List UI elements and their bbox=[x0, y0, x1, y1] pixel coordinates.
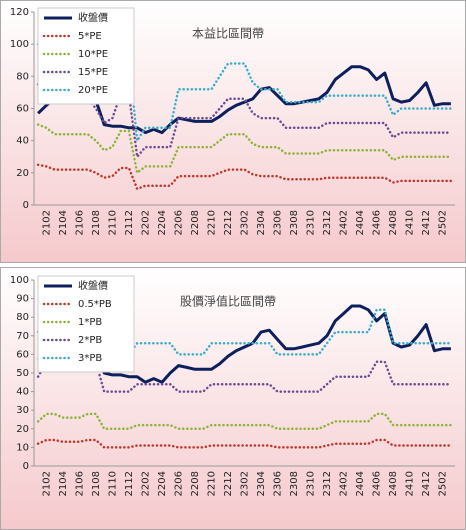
x-tick-label: 2406 bbox=[372, 471, 383, 496]
x-tick-label: 2404 bbox=[355, 210, 366, 235]
x-tick-label: 2412 bbox=[421, 471, 432, 496]
y-tick-label: 120 bbox=[10, 7, 29, 18]
series-line bbox=[36, 123, 453, 175]
x-tick-label: 2408 bbox=[388, 210, 399, 235]
y-tick-label: 80 bbox=[16, 71, 29, 82]
x-tick-label: 2402 bbox=[339, 210, 350, 235]
x-tick-label: 2310 bbox=[306, 210, 317, 235]
legend-label: 3*PB bbox=[78, 353, 102, 364]
legend-label: 5*PE bbox=[78, 31, 102, 42]
x-tick-label: 2306 bbox=[273, 471, 284, 496]
x-tick-label: 2404 bbox=[355, 471, 366, 496]
legend-label: 10*PE bbox=[78, 49, 108, 60]
y-tick-label: 0 bbox=[23, 200, 29, 211]
x-tick-label: 2304 bbox=[256, 210, 267, 235]
series-line bbox=[36, 412, 453, 431]
legend-box bbox=[37, 275, 135, 373]
x-tick-label: 2208 bbox=[190, 210, 201, 235]
legend-label: 收盤價 bbox=[78, 11, 108, 24]
x-tick-label: 2110 bbox=[107, 210, 118, 235]
y-tick-label: 80 bbox=[16, 312, 29, 323]
x-tick-label: 2112 bbox=[124, 471, 135, 496]
x-tick-label: 2212 bbox=[223, 210, 234, 235]
x-tick-label: 2106 bbox=[74, 210, 85, 235]
y-tick-label: 100 bbox=[10, 275, 29, 286]
y-tick-label: 60 bbox=[16, 104, 29, 115]
x-tick-label: 2206 bbox=[173, 471, 184, 496]
y-tick-label: 70 bbox=[16, 331, 29, 342]
chart-title: 股價淨值比區間帶 bbox=[180, 294, 276, 309]
x-tick-label: 2102 bbox=[41, 471, 52, 496]
y-tick-label: 0 bbox=[23, 461, 29, 472]
x-tick-label: 2104 bbox=[58, 471, 69, 496]
series-line bbox=[36, 83, 453, 159]
y-tick-label: 30 bbox=[16, 405, 29, 416]
x-tick-label: 2112 bbox=[124, 210, 135, 235]
legend-box bbox=[37, 7, 135, 105]
y-tick-label: 100 bbox=[10, 39, 29, 50]
x-tick-label: 2308 bbox=[289, 471, 300, 496]
y-tick-label: 60 bbox=[16, 349, 29, 360]
x-tick-label: 2306 bbox=[273, 210, 284, 235]
legend-label: 20*PE bbox=[78, 85, 108, 96]
legend-label: 0.5*PB bbox=[78, 299, 112, 310]
x-tick-label: 2402 bbox=[339, 471, 350, 496]
x-tick-label: 2102 bbox=[41, 210, 52, 235]
series-line bbox=[36, 360, 453, 393]
x-tick-label: 2210 bbox=[206, 210, 217, 235]
y-tick-label: 50 bbox=[16, 368, 29, 379]
x-tick-label: 2310 bbox=[306, 471, 317, 496]
x-tick-label: 2308 bbox=[289, 210, 300, 235]
x-tick-label: 2412 bbox=[421, 210, 432, 235]
x-tick-label: 2406 bbox=[372, 210, 383, 235]
series-line bbox=[36, 438, 453, 449]
legend-label: 2*PB bbox=[78, 335, 102, 346]
y-tick-label: 40 bbox=[16, 387, 29, 398]
legend-label: 1*PB bbox=[78, 317, 102, 328]
series-line bbox=[37, 65, 451, 135]
x-tick-label: 2410 bbox=[405, 471, 416, 496]
x-tick-label: 2408 bbox=[388, 471, 399, 496]
x-tick-label: 2312 bbox=[322, 471, 333, 496]
x-tick-label: 2304 bbox=[256, 471, 267, 496]
x-tick-label: 2204 bbox=[157, 210, 168, 235]
series-line bbox=[36, 163, 453, 191]
x-tick-label: 2302 bbox=[240, 210, 251, 235]
x-tick-label: 2302 bbox=[240, 471, 251, 496]
x-tick-label: 2502 bbox=[438, 471, 449, 496]
y-tick-label: 20 bbox=[16, 168, 29, 179]
y-tick-label: 90 bbox=[16, 294, 29, 305]
x-tick-label: 2104 bbox=[58, 210, 69, 235]
x-tick-label: 2108 bbox=[91, 210, 102, 235]
x-tick-label: 2210 bbox=[206, 471, 217, 496]
y-tick-label: 40 bbox=[16, 136, 29, 147]
x-tick-label: 2410 bbox=[405, 210, 416, 235]
x-tick-label: 2106 bbox=[74, 471, 85, 496]
series-line bbox=[36, 304, 451, 384]
x-tick-label: 2202 bbox=[140, 210, 151, 235]
x-tick-label: 2108 bbox=[91, 471, 102, 496]
x-tick-label: 2212 bbox=[223, 471, 234, 496]
x-tick-label: 2502 bbox=[438, 210, 449, 235]
y-tick-label: 10 bbox=[16, 442, 29, 453]
x-tick-label: 2208 bbox=[190, 471, 201, 496]
x-tick-label: 2206 bbox=[173, 210, 184, 235]
x-tick-label: 2312 bbox=[322, 210, 333, 235]
x-tick-label: 2110 bbox=[107, 471, 118, 496]
legend-label: 收盤價 bbox=[78, 279, 108, 292]
chart-title: 本益比區間帶 bbox=[192, 27, 264, 41]
y-tick-label: 20 bbox=[16, 424, 29, 435]
legend-label: 15*PE bbox=[78, 67, 108, 78]
x-tick-label: 2202 bbox=[140, 471, 151, 496]
x-tick-label: 2204 bbox=[157, 471, 168, 496]
